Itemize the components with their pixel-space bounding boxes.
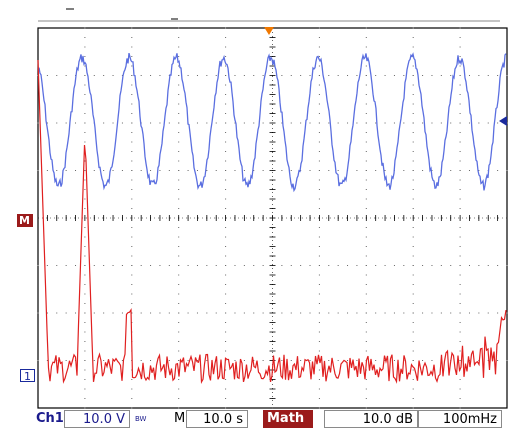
ch1-label: Ch1 [36,411,64,426]
math-fft-waveform [37,59,507,384]
math-span-readout: 100mHz [418,410,502,428]
ch1-scale-readout: 10.0 V [64,410,130,428]
timebase-readout: 10.0 s [186,410,248,428]
channel1-reference-marker: 1 [20,369,35,383]
trigger-level-icon [499,116,507,126]
trigger-position-icon [264,27,274,35]
math-label: Math [263,410,313,428]
math-scale-readout: 10.0 dB [324,410,418,428]
channel1-waveform [38,52,507,193]
graticule [37,27,508,409]
bandwidth-limit-icon: BW [135,415,147,423]
timebase-label: M [174,411,186,426]
math-reference-marker: M [17,214,33,227]
